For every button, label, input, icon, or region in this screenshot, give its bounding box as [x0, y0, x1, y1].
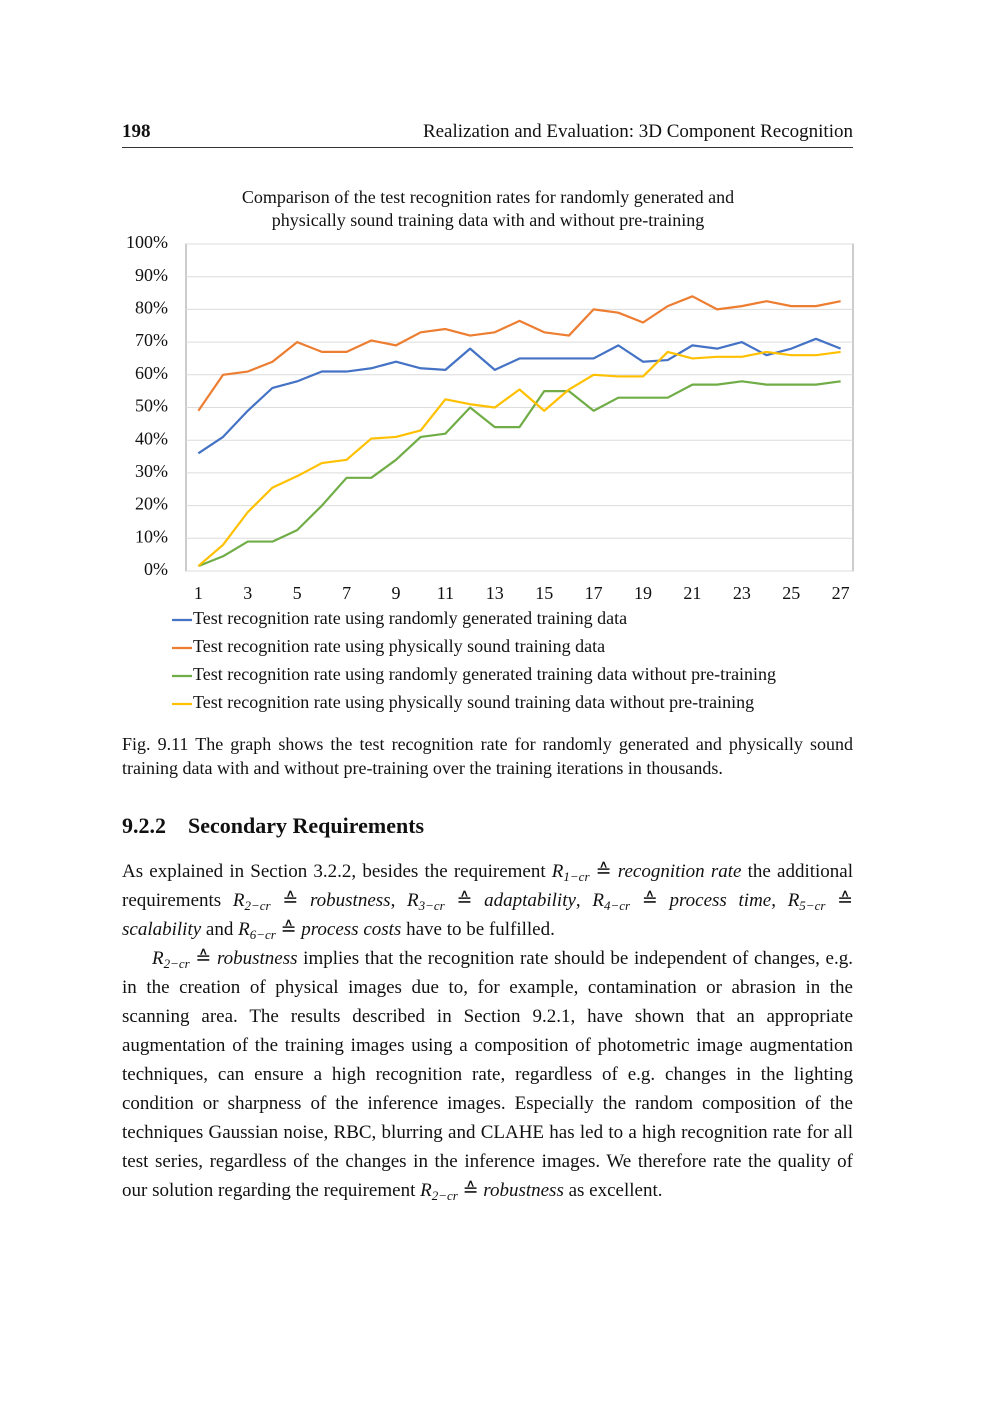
- text: the additional requirements: [122, 861, 853, 911]
- y-tick-label: 70%: [135, 330, 168, 350]
- text: ,: [390, 890, 408, 911]
- text: implies that the recognition rate should…: [122, 948, 853, 1201]
- math: process time: [669, 890, 772, 911]
- chart-title: Comparison of the test recognition rates…: [241, 187, 735, 230]
- math-sub: 5−cr: [799, 898, 826, 913]
- x-tick-label: 25: [782, 583, 800, 603]
- caption: Fig. 9.11 The graph shows the test recog…: [122, 732, 853, 780]
- x-tick-label: 9: [391, 583, 400, 603]
- x-tick-label: 11: [437, 583, 454, 603]
- x-tick-label: 23: [733, 583, 751, 603]
- math: process costs: [301, 919, 402, 940]
- text: ,: [771, 890, 788, 911]
- math: R: [238, 919, 250, 940]
- x-tick-label: 27: [832, 583, 850, 603]
- math-sub: 2−cr: [431, 1188, 458, 1203]
- math: R: [551, 861, 564, 882]
- chart: 0%10%20%30%40%50%60%70%80%90%100%1 3 5 7 9 11…: [126, 232, 854, 712]
- x-tick-label: 1: [194, 583, 203, 603]
- legend-label: Test recognition rate using physically s…: [193, 692, 754, 712]
- legend-label: Test recognition rate using randomly gen…: [193, 664, 776, 684]
- math-sub: 2−cr: [244, 898, 271, 913]
- math: robustness: [309, 890, 391, 911]
- math: recognition rate: [617, 861, 742, 882]
- text: ≙: [457, 1180, 484, 1201]
- math-sub: 6−cr: [249, 927, 276, 942]
- text: ≙: [270, 890, 310, 911]
- math: R: [420, 1180, 432, 1201]
- y-tick-label: 50%: [135, 396, 168, 416]
- text: as excellent.: [563, 1180, 663, 1201]
- math: scalability: [122, 919, 202, 940]
- header-rule: [122, 147, 853, 148]
- caption-text: The graph shows the test recognition rat…: [122, 734, 853, 778]
- text: ≙: [630, 890, 670, 911]
- y-tick-label: 10%: [135, 526, 168, 546]
- paragraph: R2−cr ≙ robustness implies that the reco…: [122, 944, 853, 1205]
- section-heading: 9.2.2 Secondary Requirements: [122, 813, 424, 839]
- page-number: 198: [122, 121, 151, 142]
- y-tick-label: 100%: [126, 232, 168, 252]
- y-tick-label: 20%: [135, 494, 168, 514]
- x-tick-label: 13: [486, 583, 504, 603]
- math-sub: 4−cr: [604, 898, 631, 913]
- series-line: [197, 295, 841, 412]
- x-tick-label: 7: [342, 583, 351, 603]
- math: R: [152, 948, 164, 969]
- x-tick-label: 15: [535, 583, 553, 603]
- y-tick-label: 40%: [135, 428, 168, 448]
- text: ≙: [825, 890, 854, 911]
- x-tick-label: 21: [683, 583, 701, 603]
- x-tick-label: 19: [634, 583, 652, 603]
- legend-label: Test recognition rate using physically s…: [193, 636, 605, 656]
- text: ≙: [589, 861, 618, 882]
- text: ≙: [275, 919, 302, 940]
- y-tick-label: 80%: [135, 298, 168, 318]
- series-line: [197, 337, 842, 455]
- math: adaptability: [484, 890, 576, 911]
- math: robustness: [216, 948, 298, 969]
- y-tick-label: 90%: [135, 265, 168, 285]
- math: R: [407, 890, 419, 911]
- caption-label: Fig. 9.11: [122, 734, 189, 754]
- x-tick-label: 17: [585, 583, 603, 603]
- series-line: [197, 350, 841, 567]
- y-tick-label: 60%: [135, 363, 168, 383]
- math: R: [592, 890, 604, 911]
- text: As explained in Section 3.2.2, besides t…: [122, 861, 552, 882]
- x-tick-label: 3: [243, 583, 252, 603]
- x-tick-label: 5: [293, 583, 302, 603]
- paragraph: As explained in Section 3.2.2, besides t…: [122, 857, 853, 944]
- series-line: [197, 380, 841, 568]
- math: robustness: [483, 1180, 564, 1201]
- text: ,: [575, 890, 593, 911]
- text: ≙: [189, 948, 217, 969]
- text: and: [201, 919, 239, 940]
- math: R: [232, 890, 245, 911]
- y-tick-label: 0%: [144, 559, 168, 579]
- math-sub: 3−cr: [418, 898, 445, 913]
- text: have to be fulfilled.: [401, 919, 555, 940]
- section-title: Secondary Requirements: [188, 813, 425, 838]
- text: ≙: [444, 890, 485, 911]
- math-sub: 2−cr: [163, 956, 190, 971]
- section-number: 9.2.2: [122, 813, 166, 838]
- math: R: [787, 890, 800, 911]
- running-title: Realization and Evaluation: 3D Component…: [422, 121, 853, 142]
- math-sub: 1−cr: [563, 869, 590, 884]
- legend-label: Test recognition rate using randomly gen…: [193, 608, 627, 628]
- y-tick-label: 30%: [135, 461, 168, 481]
